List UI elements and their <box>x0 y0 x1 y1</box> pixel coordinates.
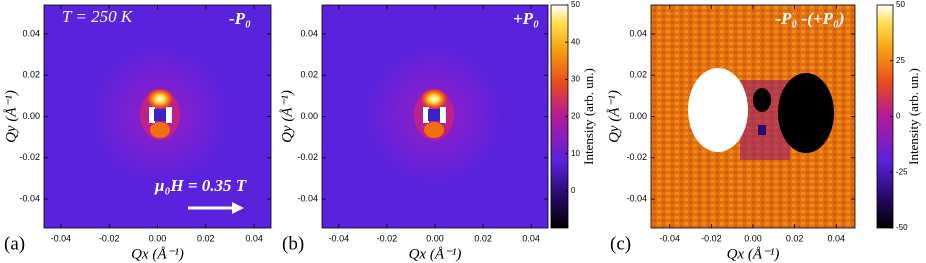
x-axis-label: Qx (Å⁻¹) <box>409 246 462 262</box>
colorbar-tick-label: 30 <box>571 74 580 83</box>
y-tick-label: 0.02 <box>300 70 318 80</box>
y-tick-label: 0.02 <box>22 70 40 80</box>
colorbar-tick-label: 25 <box>896 56 905 65</box>
colorbar-tick-label: 50 <box>571 0 580 9</box>
x-tick-label: 0.02 <box>786 233 804 243</box>
y-tick-label: 0.02 <box>629 70 647 80</box>
x-tick-label: -0.02 <box>701 233 722 243</box>
x-tick-label: 0.00 <box>149 233 167 243</box>
colorbar-tick-label: 10 <box>571 149 580 158</box>
panel-label: (a) <box>4 233 25 254</box>
y-tick-label: 0.00 <box>300 111 318 121</box>
y-tick-label: 0.00 <box>629 111 647 121</box>
colorbar-tick-label: -50 <box>896 223 908 232</box>
annotation: -P₀ <box>229 9 251 28</box>
y-tick-label: -0.04 <box>626 193 647 203</box>
colorbar-frame <box>876 4 894 229</box>
colorbar-tick-label: 50 <box>896 0 905 9</box>
y-tick-label: -0.02 <box>19 152 40 162</box>
panel-label: (c) <box>610 233 631 254</box>
x-tick-label: 0.00 <box>426 233 444 243</box>
colorbar-c <box>877 5 893 228</box>
x-tick-label: -0.04 <box>51 233 72 243</box>
colorbar-tick-label: 0 <box>571 186 576 195</box>
x-axis-label: Qx (Å⁻¹) <box>727 246 780 262</box>
colorbar-frame <box>550 4 569 229</box>
annotation: T = 250 K <box>62 7 134 26</box>
x-tick-label: -0.02 <box>99 233 120 243</box>
x-tick-label: 0.04 <box>522 233 540 243</box>
x-tick-label: 0.00 <box>744 233 762 243</box>
heatmap-c <box>651 5 855 228</box>
annotation: -P₀ -(+P₀) <box>775 9 844 28</box>
y-axis-label: Qy (Å⁻¹) <box>279 90 295 143</box>
y-tick-label: -0.02 <box>297 152 318 162</box>
y-axis-label: Qy (Å⁻¹) <box>606 90 622 143</box>
colorbar-tick-label: -25 <box>896 167 908 176</box>
heatmap-a <box>44 5 271 228</box>
annotation: +P₀ <box>513 9 539 28</box>
x-tick-label: -0.04 <box>329 233 350 243</box>
colorbar-tick-label: 0 <box>896 112 901 121</box>
x-tick-label: 0.04 <box>245 233 263 243</box>
y-tick-label: 0.00 <box>22 111 40 121</box>
y-tick-label: 0.04 <box>629 28 647 38</box>
x-axis-label: Qx (Å⁻¹) <box>131 246 184 262</box>
colorbar-tick-label: 40 <box>571 37 580 46</box>
y-tick-label: 0.04 <box>300 28 318 38</box>
colorbar-b <box>551 5 568 228</box>
colorbar-label: Intensity (arb. un.) <box>906 68 921 165</box>
x-tick-label: 0.04 <box>827 233 845 243</box>
x-tick-label: 0.02 <box>197 233 215 243</box>
y-tick-label: -0.04 <box>297 193 318 203</box>
y-tick-label: -0.04 <box>19 193 40 203</box>
colorbar-tick-label: 20 <box>571 112 580 121</box>
annotation: μ₀H = 0.35 T <box>154 176 247 195</box>
heatmap-b <box>322 5 548 228</box>
y-tick-label: 0.04 <box>22 28 40 38</box>
colorbar-label: Intensity (arb. un.) <box>581 68 596 165</box>
x-tick-label: 0.02 <box>474 233 492 243</box>
x-tick-label: -0.04 <box>659 233 680 243</box>
y-axis-label: Qy (Å⁻¹) <box>3 90 19 143</box>
y-tick-label: -0.02 <box>626 152 647 162</box>
x-tick-label: -0.02 <box>377 233 398 243</box>
panel-label: (b) <box>282 233 304 254</box>
